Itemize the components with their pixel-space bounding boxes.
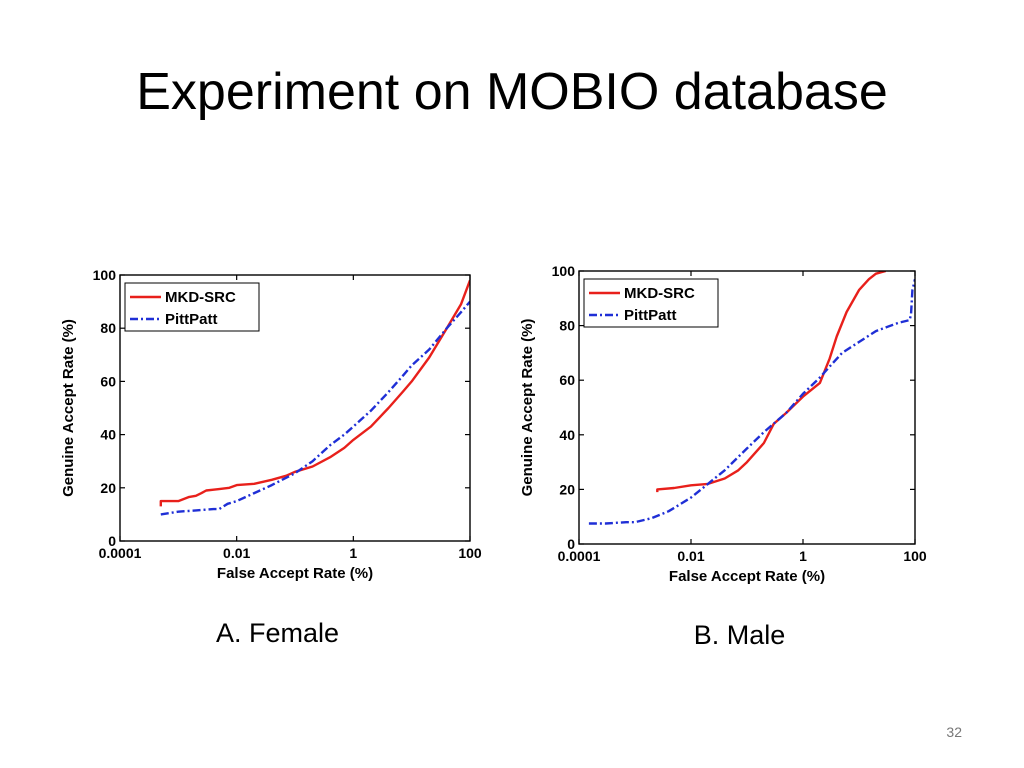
y-tick-label: 40: [559, 427, 575, 443]
y-tick-label: 0: [108, 533, 116, 549]
y-tick-label: 20: [559, 481, 575, 497]
series-line-pittpatt: [588, 278, 915, 525]
legend-label: MKD-SRC: [624, 285, 695, 302]
y-axis-label: Genuine Accept Rate (%): [519, 319, 536, 497]
legend: MKD-SRC PittPatt: [124, 282, 260, 332]
x-axis-label: False Accept Rate (%): [669, 568, 825, 585]
caption-male: B. Male: [693, 620, 786, 650]
series-line-pittpatt: [160, 300, 470, 516]
legend: MKD-SRC PittPatt: [583, 278, 719, 328]
legend-box: [124, 282, 260, 332]
caption-female: A. Female: [215, 618, 340, 648]
legend-label: MKD-SRC: [165, 289, 236, 306]
x-tick-label: 0.01: [677, 548, 704, 564]
plot-area: [588, 271, 915, 525]
legend-label: PittPatt: [165, 311, 218, 328]
y-tick-label: 60: [559, 372, 575, 388]
y-tick-label: 80: [100, 320, 116, 336]
x-tick-label: 0.01: [223, 545, 250, 561]
y-tick-label: 60: [100, 373, 116, 389]
x-tick-label: 1: [799, 548, 807, 564]
x-tick-label: 1: [349, 545, 357, 561]
plot-frame: [119, 274, 471, 542]
slide-title: Experiment on MOBIO database: [136, 63, 888, 121]
y-tick-label: 100: [93, 267, 117, 283]
page-number: 32: [946, 724, 962, 740]
plot-frame: [578, 270, 916, 545]
plot-area: [159, 279, 470, 516]
series-line-mkd-src: [159, 279, 470, 507]
y-tick-label: 100: [552, 263, 576, 279]
legend-box: [583, 278, 719, 328]
y-tick-label: 40: [100, 427, 116, 443]
x-tick-label: 100: [458, 545, 482, 561]
x-tick-label: 0.0001: [99, 545, 142, 561]
x-tick-label: 100: [903, 548, 927, 564]
chart-male: 0 20 40 60 80 100 0.0001 0.01 1 100 False Accept R…: [519, 263, 927, 585]
chart-female: 0 20 40 60 80 100 0.0001 0.01 1 100 False Accept R…: [60, 267, 482, 582]
x-tick-label: 0.0001: [558, 548, 601, 564]
y-axis-label: Genuine Accept Rate (%): [60, 319, 77, 497]
y-tick-label: 0: [567, 536, 575, 552]
y-tick-label: 20: [100, 480, 116, 496]
x-axis-label: False Accept Rate (%): [217, 565, 373, 582]
y-tick-label: 80: [559, 318, 575, 334]
legend-label: PittPatt: [624, 307, 677, 324]
